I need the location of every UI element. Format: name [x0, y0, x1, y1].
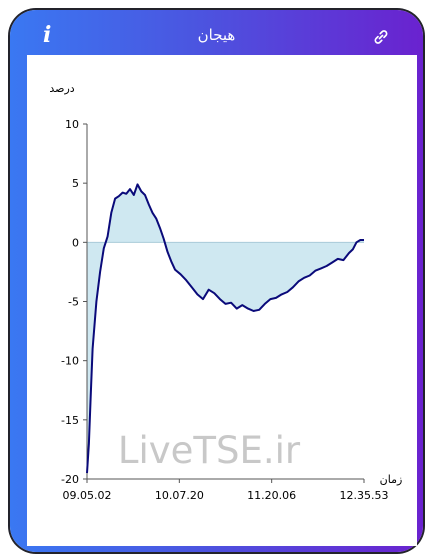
y-axis-label: درصد — [49, 82, 74, 95]
x-tick-label: 10.07.20 — [155, 489, 204, 502]
y-tick-label: 5 — [72, 177, 79, 190]
info-icon[interactable]: i — [43, 22, 52, 48]
y-tick-label: -15 — [61, 414, 79, 427]
chart-panel: درصد زمان LiveTSE.ir 10 5 0 -5 -10 -15 -20 09.0… — [27, 55, 417, 546]
x-axis-label: زمان — [380, 473, 403, 486]
y-tick-label: -5 — [68, 296, 79, 309]
y-tick-label: 10 — [65, 118, 79, 131]
link-icon[interactable] — [372, 28, 390, 46]
series-line — [86, 183, 364, 474]
y-tick-label: -10 — [61, 355, 79, 368]
y-tick-label: -20 — [61, 473, 79, 486]
emotion-chart: درصد زمان LiveTSE.ir 10 5 0 -5 -10 -15 -20 09.0… — [49, 82, 403, 502]
x-tick-label: 12.35.53 — [340, 489, 389, 502]
area-fill — [87, 184, 364, 474]
x-tick-label: 11.20.06 — [247, 489, 296, 502]
header: i هیجان — [10, 10, 423, 56]
page-title: هیجان — [197, 26, 236, 44]
app-frame: i هیجان درصد زمان LiveTSE.ir 10 5 0 -5 -10 -1… — [10, 10, 423, 552]
y-tick-label: 0 — [72, 236, 79, 249]
x-tick-label: 09.05.02 — [63, 489, 112, 502]
watermark: LiveTSE.ir — [118, 429, 301, 472]
